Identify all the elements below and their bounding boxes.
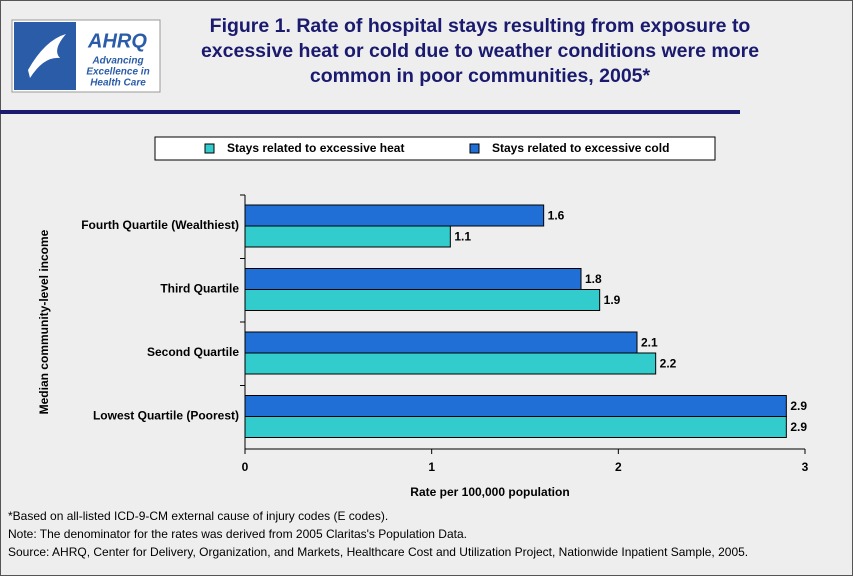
legend-label: Stays related to excessive heat xyxy=(227,141,404,155)
logo-tagline: Health Care xyxy=(90,78,146,89)
legend-swatch xyxy=(204,143,215,154)
logo-tagline: Advancing xyxy=(91,56,143,67)
value-label: 1.1 xyxy=(454,230,471,244)
y-tick-label: Third Quartile xyxy=(160,282,239,296)
y-tick-label: Lowest Quartile (Poorest) xyxy=(93,409,239,423)
bar xyxy=(244,352,657,375)
bar xyxy=(244,416,787,438)
x-axis-title: Rate per 100,000 population xyxy=(410,485,569,499)
bar xyxy=(244,331,638,354)
value-label: 2.9 xyxy=(790,420,807,434)
value-label: 2.1 xyxy=(641,336,658,350)
value-label: 2.9 xyxy=(790,399,807,413)
bar xyxy=(244,289,601,311)
title-rule xyxy=(0,110,740,114)
footnote: Note: The denominator for the rates was … xyxy=(8,527,467,541)
value-label: 1.9 xyxy=(604,293,621,307)
value-label: 2.2 xyxy=(660,357,677,371)
y-tick-label: Fourth Quartile (Wealthiest) xyxy=(81,218,239,232)
bar xyxy=(244,204,545,227)
legend-label: Stays related to excessive cold xyxy=(492,141,669,155)
logo-tagline: Excellence in xyxy=(86,67,149,78)
emblem-bird xyxy=(28,34,66,78)
legend-box xyxy=(154,136,716,161)
y-tick-label: Second Quartile xyxy=(147,345,239,359)
x-tick-label: 2 xyxy=(615,460,622,474)
x-tick-label: 3 xyxy=(802,460,809,474)
y-axis-title: Median community-level income xyxy=(37,229,51,414)
chart-title: Figure 1. Rate of hospital stays resulti… xyxy=(200,15,760,87)
legend-swatch xyxy=(469,143,480,154)
logo-brand: AHRQ xyxy=(87,30,147,52)
x-tick-label: 1 xyxy=(428,460,435,474)
x-tick-label: 0 xyxy=(242,460,249,474)
value-label: 1.8 xyxy=(585,272,602,286)
value-label: 1.6 xyxy=(548,209,565,223)
footnote: Source: AHRQ, Center for Delivery, Organ… xyxy=(8,545,748,559)
bar xyxy=(244,225,451,248)
bar xyxy=(244,268,582,290)
footnote: *Based on all-listed ICD-9-CM external c… xyxy=(8,509,388,523)
bar xyxy=(244,395,787,417)
